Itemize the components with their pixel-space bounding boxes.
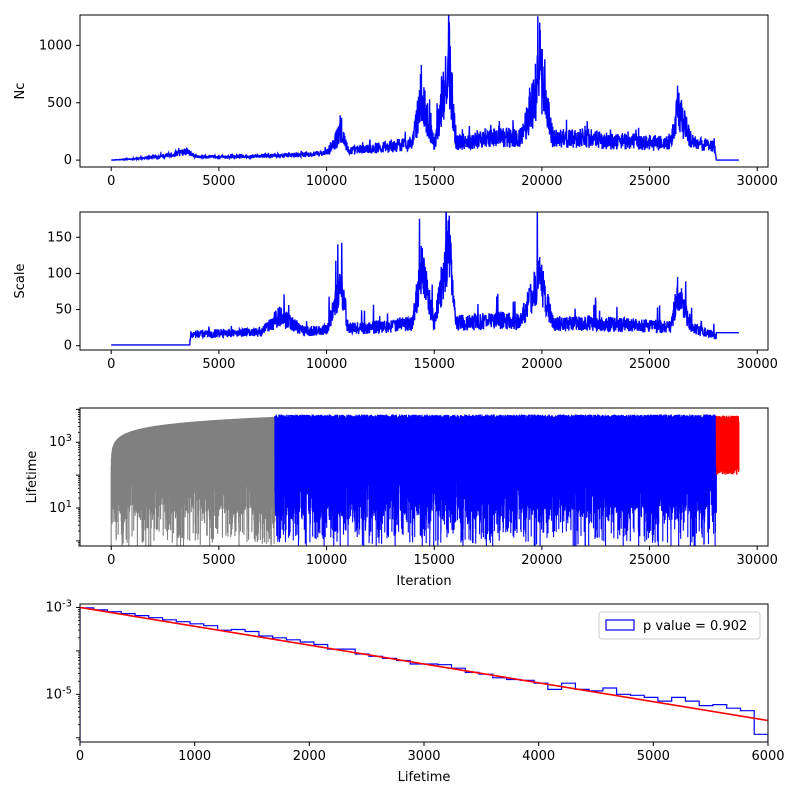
x-tick-label: 0	[76, 749, 84, 764]
y-axis-label: Lifetime	[25, 451, 40, 504]
plot-frame-2	[79, 211, 769, 351]
x-tick-label: 5000	[202, 174, 235, 189]
x-tick-label: 10000	[306, 174, 347, 189]
x-tick-label: 15000	[414, 553, 455, 568]
x-tick-label: 30000	[737, 553, 778, 568]
plot-frame-1	[79, 14, 769, 168]
exponential-fit-line	[80, 606, 768, 722]
y-tick-label: 500	[47, 96, 72, 111]
y-tick-label: 10-5	[45, 685, 72, 703]
y-tick-label: 0	[64, 339, 72, 354]
y-tick-label: 150	[47, 230, 72, 245]
y-tick-label: 100	[47, 266, 72, 281]
x-tick-label: 10000	[306, 357, 347, 372]
x-tick-label: 3000	[407, 749, 440, 764]
axes-4: 0 1000 2000 3000 4000 5000 6000 10-5 10-3 Lifetim…	[45, 598, 784, 785]
lifetime-series-red	[715, 415, 740, 475]
x-tick-label: 10000	[306, 553, 347, 568]
lifetime-series-blue	[274, 414, 717, 546]
x-tick-label: 25000	[629, 174, 670, 189]
y-tick-label: 101	[49, 499, 72, 517]
x-tick-label: 6000	[751, 749, 784, 764]
x-tick-label: 30000	[737, 174, 778, 189]
x-tick-label: 2000	[293, 749, 326, 764]
x-tick-label: 5000	[637, 749, 670, 764]
x-tick-label: 15000	[414, 174, 455, 189]
x-tick-label: 25000	[629, 553, 670, 568]
y-tick-label: 10-3	[45, 598, 72, 616]
x-axis-label: Iteration	[396, 574, 451, 589]
y-tick-label: 1000	[39, 38, 72, 53]
x-tick-label: 0	[107, 357, 115, 372]
x-tick-label: 20000	[521, 357, 562, 372]
series-line-scale	[111, 212, 739, 346]
y-axis-label: Scale	[13, 264, 28, 299]
x-tick-label: 15000	[414, 357, 455, 372]
legend: p value = 0.902	[598, 611, 761, 640]
x-tick-label: 1000	[178, 749, 211, 764]
axes-1: 0 5000 10000 15000 20000 25000 30000 0 500 1000 Nc	[13, 38, 778, 189]
legend-label: p value = 0.902	[643, 619, 747, 634]
x-tick-label: 0	[107, 553, 115, 568]
x-tick-label: 20000	[521, 174, 562, 189]
x-tick-label: 30000	[737, 357, 778, 372]
lifetime-series-gray	[110, 416, 276, 546]
x-tick-label: 20000	[521, 553, 562, 568]
series-line-nc	[111, 15, 739, 162]
y-tick-label: 0	[64, 153, 72, 168]
x-tick-label: 5000	[202, 357, 235, 372]
y-axis-label: Nc	[13, 83, 28, 100]
histogram-steps	[80, 607, 768, 742]
x-tick-label: 0	[107, 174, 115, 189]
legend-box	[598, 611, 761, 640]
x-axis-label: Lifetime	[398, 770, 451, 785]
y-tick-label: 50	[55, 303, 72, 318]
y-tick-label: 103	[49, 433, 72, 451]
x-tick-label: 5000	[202, 553, 235, 568]
legend-swatch	[605, 619, 635, 631]
axes-2: 0 5000 10000 15000 20000 25000 30000 0 50 100 150 S…	[13, 230, 778, 372]
x-tick-label: 25000	[629, 357, 670, 372]
x-tick-label: 4000	[522, 749, 555, 764]
